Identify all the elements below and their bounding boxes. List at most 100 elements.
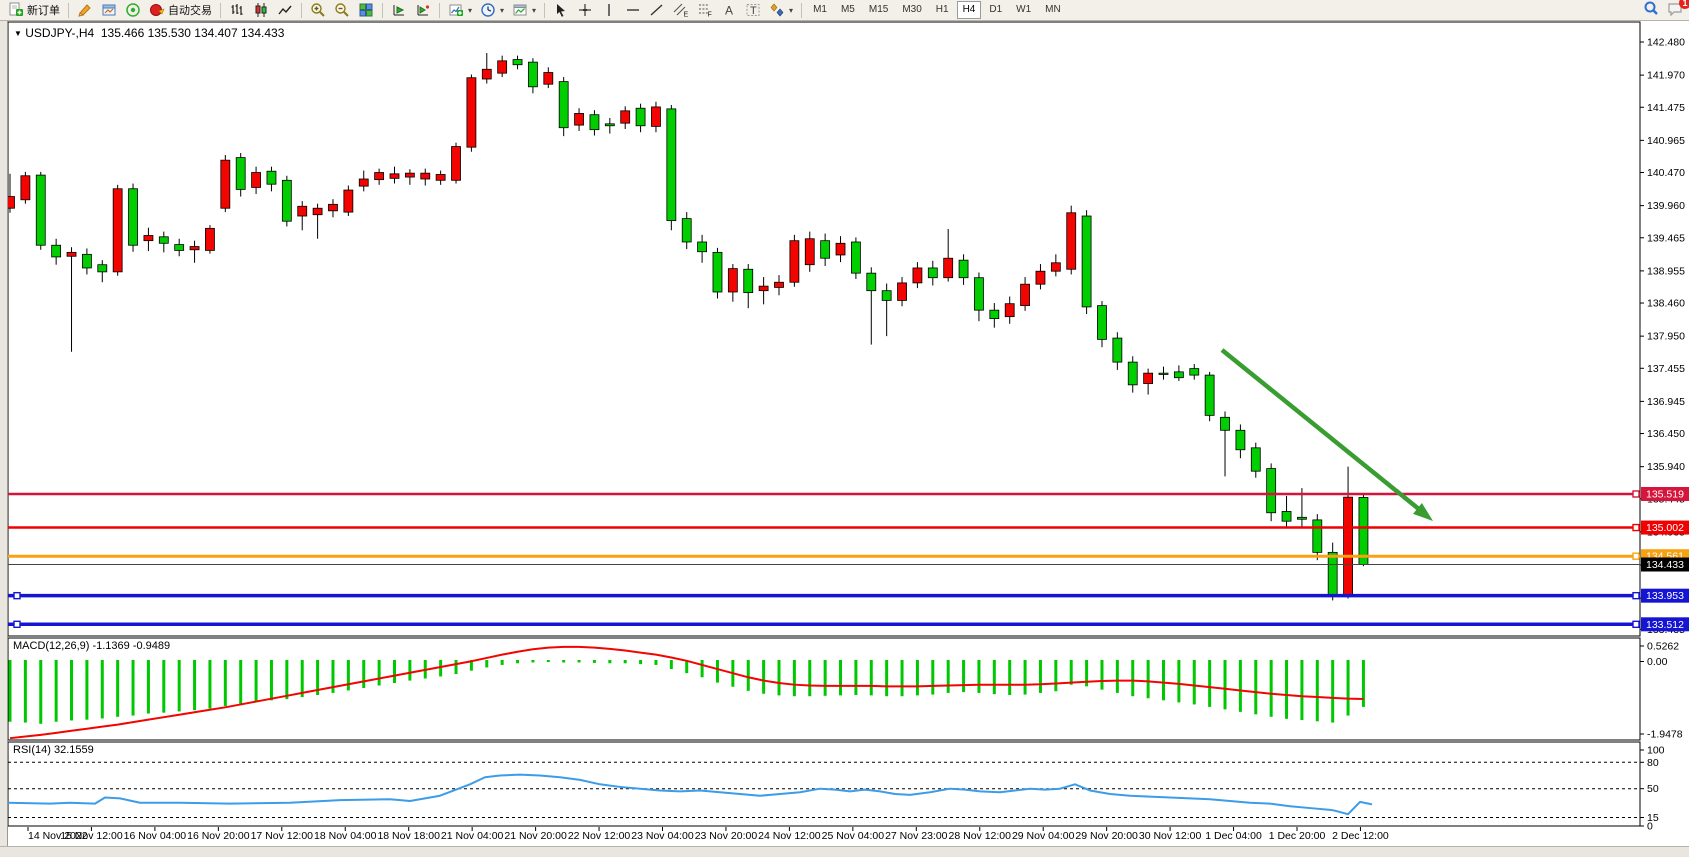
chart-window-button[interactable] xyxy=(97,0,121,20)
timeframe-m30[interactable]: M30 xyxy=(896,1,927,19)
new-order-icon xyxy=(8,2,24,18)
candle xyxy=(1066,212,1077,270)
chart-shift-button[interactable] xyxy=(411,0,435,20)
channel-icon: E xyxy=(673,2,689,18)
left-gutter xyxy=(0,21,8,846)
timeframe-h1[interactable]: H1 xyxy=(930,1,955,19)
candle xyxy=(205,227,215,251)
zoom-out-button[interactable] xyxy=(330,0,354,20)
candle xyxy=(943,257,954,279)
price-tick-label: 138.460 xyxy=(1647,298,1685,310)
price-chart[interactable]: 142.480 141.970 141.475 140.965 140.470 139.9… xyxy=(8,21,1689,846)
fibo-icon: F xyxy=(697,2,713,18)
candle xyxy=(66,251,77,257)
macd-scale-label: -1.9478 xyxy=(1647,729,1683,741)
time-tick-label: 29 Nov 20:00 xyxy=(1075,830,1138,842)
price-axis[interactable]: 142.480 141.970 141.475 140.965 140.470 139.9… xyxy=(1640,37,1685,636)
cursor-button[interactable] xyxy=(549,0,573,20)
timeframe-m15[interactable]: M15 xyxy=(863,1,894,19)
chat-icon[interactable]: 1 xyxy=(1667,0,1689,21)
candle xyxy=(451,146,461,181)
timeframe-m1[interactable]: M1 xyxy=(807,1,833,19)
indicators-button[interactable]: ▾ xyxy=(444,0,476,20)
horizontal-line-object[interactable] xyxy=(8,523,1640,532)
timeframe-label: M1 xyxy=(813,4,827,15)
candle xyxy=(1097,305,1107,340)
tile-windows-button[interactable] xyxy=(354,0,378,20)
price-tick-label: 136.450 xyxy=(1647,428,1685,440)
fibonacci-button[interactable]: F xyxy=(693,0,717,20)
price-label-boxes: 135.519135.002134.561133.953133.512134.4… xyxy=(1641,486,1689,632)
tile-windows-icon xyxy=(358,2,374,18)
candlestick-button[interactable] xyxy=(249,0,273,20)
timeframe-h4[interactable]: H4 xyxy=(956,1,982,19)
candle xyxy=(358,178,369,187)
text-button[interactable]: A xyxy=(717,0,741,20)
time-tick-label: 17 Nov 12:00 xyxy=(251,830,314,842)
vline-icon xyxy=(601,2,617,18)
svg-text:T: T xyxy=(750,5,757,17)
new-order-button[interactable]: 新订单 xyxy=(4,0,64,20)
line-handle xyxy=(1632,591,1640,600)
search-icon[interactable] xyxy=(1643,0,1659,21)
horizontal-line-object[interactable] xyxy=(8,490,1640,498)
zoom-in-button[interactable] xyxy=(306,0,330,20)
timeframe-m5[interactable]: M5 xyxy=(835,1,861,19)
candle xyxy=(1312,519,1323,553)
horizontal-line-object[interactable] xyxy=(8,552,1640,560)
rsi-indicator-label: RSI(14) 32.1559 xyxy=(13,744,94,756)
candle xyxy=(112,188,123,273)
candle xyxy=(1358,497,1369,565)
candle xyxy=(1020,283,1030,307)
trendline-icon xyxy=(649,2,665,18)
timeframe-label: MN xyxy=(1045,4,1061,15)
auto-scroll-button[interactable] xyxy=(387,0,411,20)
autotrade-icon xyxy=(149,2,165,18)
candle xyxy=(251,172,261,188)
time-tick-label: 22 Nov 12:00 xyxy=(568,830,631,842)
timeframe-label: M5 xyxy=(840,4,855,15)
candle xyxy=(435,174,446,181)
macd-scale-label: 0.5262 xyxy=(1647,641,1679,653)
horizontal-line-button[interactable] xyxy=(621,0,645,20)
notification-badge: 1 xyxy=(1679,0,1689,9)
timeframe-mn[interactable]: MN xyxy=(1039,1,1067,19)
time-tick-label: 23 Nov 20:00 xyxy=(695,830,758,842)
collapse-icon[interactable]: ▼ xyxy=(14,29,22,38)
candle xyxy=(281,179,292,222)
vertical-line-button[interactable] xyxy=(597,0,621,20)
line-handle xyxy=(13,591,21,600)
price-tick-label: 137.455 xyxy=(1647,363,1685,375)
timeframe-w1[interactable]: W1 xyxy=(1010,1,1037,19)
candle xyxy=(589,114,600,131)
candle xyxy=(8,196,15,209)
timeframe-label: W1 xyxy=(1016,4,1032,15)
line-chart-button[interactable] xyxy=(273,0,297,20)
time-tick-label: 25 Nov 04:00 xyxy=(822,830,885,842)
time-tick-label: 30 Nov 12:00 xyxy=(1139,830,1202,842)
time-tick-label: 28 Nov 12:00 xyxy=(949,830,1012,842)
timeframe-d1[interactable]: D1 xyxy=(983,1,1008,19)
text-label-button[interactable]: T xyxy=(741,0,765,20)
templates-button[interactable]: ▾ xyxy=(508,0,540,20)
candle xyxy=(604,123,615,127)
signal-button[interactable] xyxy=(121,0,145,20)
periods-button[interactable]: ▾ xyxy=(476,0,508,20)
candle xyxy=(1250,447,1261,472)
equidistant-channel-button[interactable]: E xyxy=(669,0,693,20)
crosshair-button[interactable] xyxy=(573,0,597,20)
trend-arrow-object[interactable] xyxy=(1220,348,1433,521)
candle xyxy=(528,61,538,88)
auto-trading-button[interactable]: 自动交易 xyxy=(145,0,216,20)
trendline-button[interactable] xyxy=(645,0,669,20)
bar-chart-button[interactable] xyxy=(225,0,249,20)
arrows-button[interactable]: ▾ xyxy=(765,0,797,20)
horizontal-line-object[interactable] xyxy=(8,591,1640,600)
candle xyxy=(189,246,200,251)
horizontal-line-object[interactable] xyxy=(8,620,1640,629)
toolbar: 新订单 自动交易 ▾ ▾ ▾ E F A T ▾ M1 M5 M15 M30 H1 H4 D1 W1 MN xyxy=(0,0,1689,21)
rsi-scale-label: 50 xyxy=(1647,783,1659,795)
crayon-button[interactable] xyxy=(73,0,97,20)
